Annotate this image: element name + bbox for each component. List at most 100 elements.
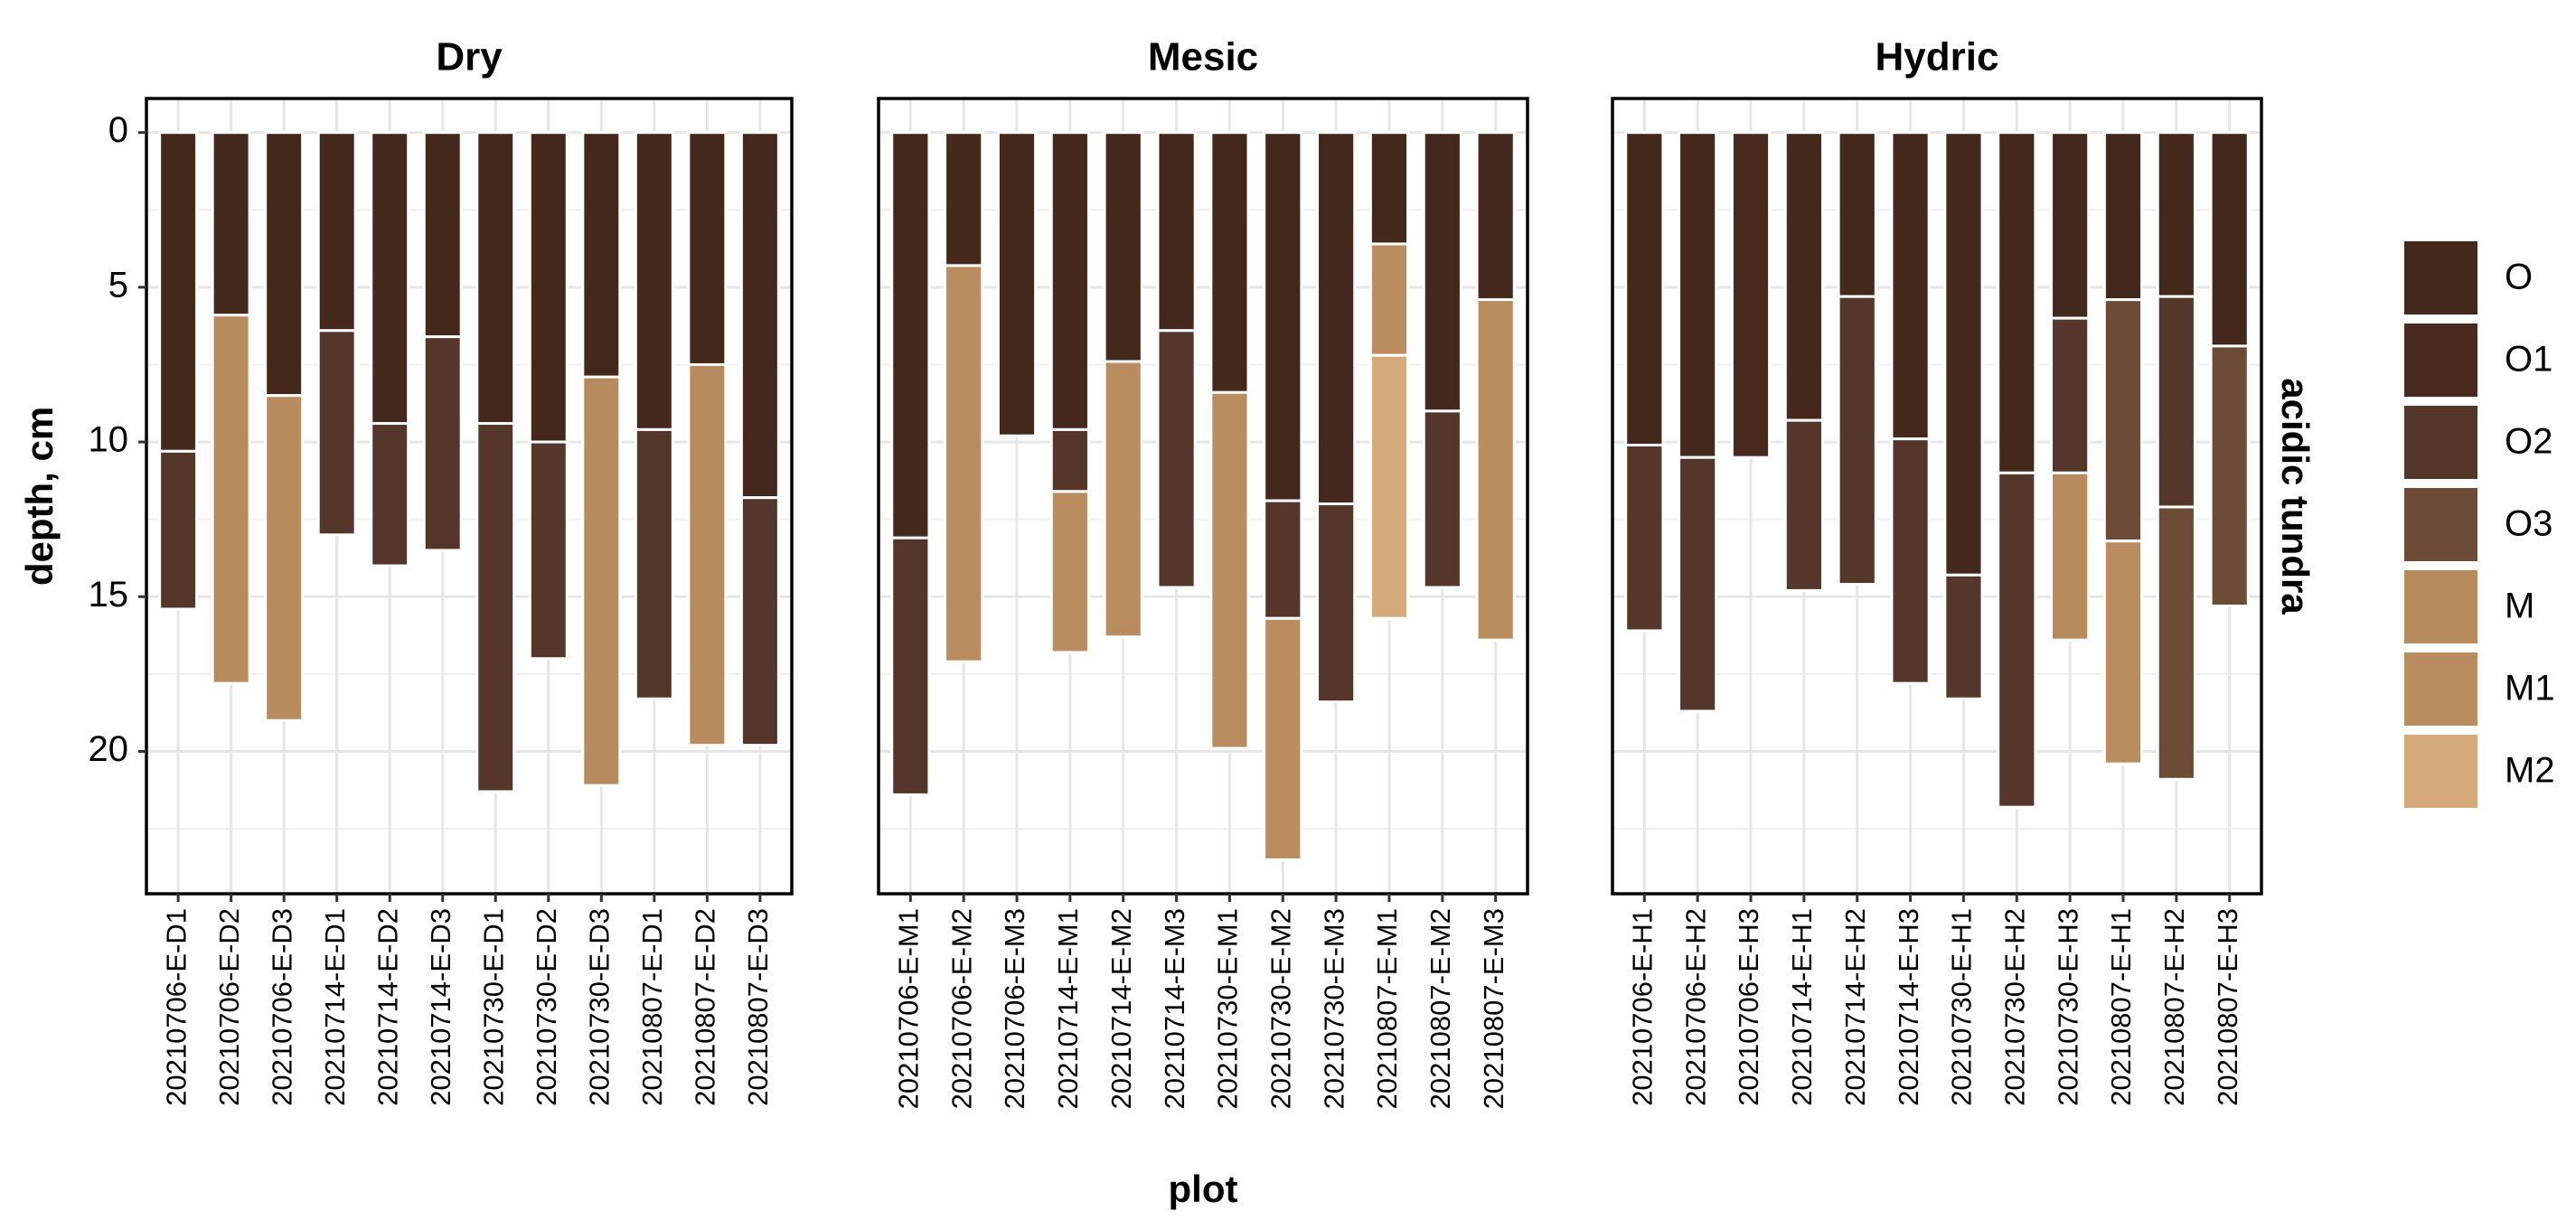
bar-segment (370, 131, 410, 426)
x-tick-label: 20210807-E-M3 (1478, 908, 1509, 1109)
x-tick-label: 20210714-E-M1 (1052, 908, 1084, 1109)
bar-segment (890, 536, 931, 796)
panel-title: Dry (436, 35, 503, 80)
x-tick-label: 20210706-E-M2 (945, 908, 977, 1109)
legend-swatch (2404, 652, 2477, 726)
panel-border (1611, 97, 2263, 896)
bar-segment (944, 264, 984, 663)
bar-segment (2156, 131, 2196, 298)
bar-segment (1049, 131, 1090, 431)
x-tick-label: 20210807-E-H1 (2105, 908, 2137, 1106)
bar-segment (996, 131, 1038, 437)
bar-segment (1783, 131, 1824, 422)
y-axis-label: depth, cm (18, 407, 61, 586)
bar-segment (1890, 437, 1931, 685)
bar-segment (1890, 131, 1931, 441)
legend-swatch (2404, 406, 2477, 479)
legend-swatch (2404, 735, 2477, 808)
bar-segment (2156, 505, 2196, 781)
bar-segment (1943, 131, 1984, 577)
bar-segment (2156, 295, 2196, 509)
x-tick-label: 20210706-E-M3 (999, 908, 1030, 1109)
bar-segment (1103, 360, 1143, 639)
x-tick-label: 20210714-E-M3 (1159, 908, 1190, 1109)
bar-segment (1103, 131, 1143, 363)
x-tick-label: 20210706-E-D1 (160, 908, 192, 1106)
legend-swatch (2404, 488, 2477, 561)
x-tick-label: 20210706-E-D2 (213, 908, 245, 1106)
bar-segment (1624, 444, 1665, 633)
bar-segment (2209, 344, 2250, 608)
bar-segment (1678, 455, 1718, 713)
panel-title: Mesic (1148, 35, 1258, 80)
bar-segment (890, 131, 931, 540)
bar-segment (1263, 616, 1303, 861)
x-tick-label: 20210730-E-D3 (583, 908, 615, 1106)
bar-segment (1263, 499, 1303, 620)
y-tick-label: 0 (108, 110, 128, 150)
bar-segment (1368, 353, 1410, 620)
x-tick-label: 20210706-E-H1 (1626, 908, 1658, 1106)
legend-swatch (2404, 324, 2477, 397)
x-tick-label: 20210807-E-D1 (636, 908, 668, 1106)
bar-segment (581, 375, 622, 787)
bar-segment (1943, 573, 1984, 700)
x-tick-label: 20210807-E-H2 (2158, 908, 2190, 1106)
bar-segment (475, 131, 516, 426)
bar-segment (1422, 131, 1462, 413)
bar-segment (1475, 298, 1516, 642)
x-tick-label: 20210807-E-D2 (690, 908, 721, 1106)
bar-segment (264, 394, 305, 722)
panel-border (145, 97, 794, 896)
x-tick-label: 20210714-E-D3 (425, 908, 456, 1106)
bar-segment (2102, 298, 2144, 543)
legend-label: M (2505, 587, 2534, 626)
bar-segment (1997, 131, 2037, 474)
x-tick-label: 20210730-E-D2 (531, 908, 562, 1106)
bar-segment (211, 131, 251, 317)
x-tick-label: 20210730-E-H2 (1998, 908, 2030, 1106)
y-tick-label: 15 (89, 575, 129, 615)
bar-segment (2102, 540, 2144, 765)
x-tick-label: 20210807-E-D3 (742, 908, 774, 1106)
legend-label: O2 (2505, 422, 2552, 462)
bar-segment (2209, 131, 2250, 348)
bar-segment (528, 131, 569, 444)
bar-segment (316, 329, 357, 537)
bar-segment (1209, 131, 1250, 394)
bar-segment (1678, 131, 1718, 459)
bar-segment (944, 131, 984, 267)
bar-segment (1156, 131, 1197, 333)
x-axis-label: plot (1169, 1168, 1238, 1210)
bar-segment (1049, 427, 1090, 493)
x-tick-label: 20210714-E-H2 (1839, 908, 1871, 1106)
x-tick-label: 20210714-E-H1 (1786, 908, 1818, 1106)
x-tick-label: 20210706-E-D3 (266, 908, 297, 1106)
x-tick-label: 20210730-E-M1 (1212, 908, 1244, 1109)
panel-title: Hydric (1876, 35, 1999, 80)
bar-segment (2050, 316, 2091, 474)
x-tick-label: 20210730-E-M3 (1318, 908, 1349, 1109)
bar-segment (581, 131, 622, 379)
bar-segment (1837, 295, 1877, 587)
bar-segment (475, 422, 516, 793)
bar-segment (264, 131, 305, 398)
legend-label: M1 (2505, 669, 2555, 709)
legend-swatch (2404, 570, 2477, 643)
bar-segment (687, 131, 728, 366)
bar-segment (1316, 502, 1357, 704)
bar-segment (739, 496, 780, 747)
bar-segment (2050, 471, 2091, 642)
bar-segment (2102, 131, 2144, 302)
bar-segment (634, 131, 674, 431)
bar-segment (370, 422, 410, 568)
x-tick-label: 20210714-E-M2 (1105, 908, 1137, 1109)
bar-segment (1422, 409, 1462, 589)
bar-segment (1730, 131, 1772, 459)
bar-segment (1156, 329, 1197, 589)
x-tick-label: 20210730-E-D1 (477, 908, 509, 1106)
bar-segment (1049, 490, 1090, 654)
bar-segment (158, 131, 199, 453)
bar-segment (1368, 131, 1410, 246)
